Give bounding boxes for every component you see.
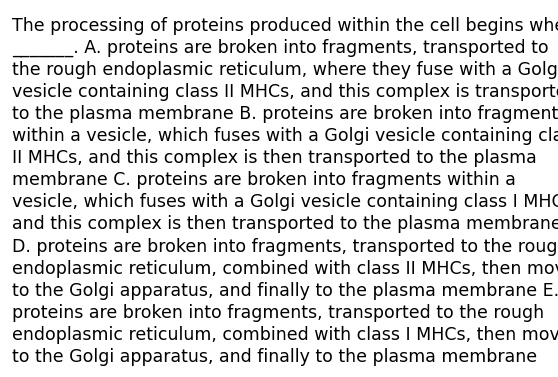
- Text: proteins are broken into fragments, transported to the rough: proteins are broken into fragments, tran…: [12, 304, 545, 322]
- Text: and this complex is then transported to the plasma membrane: and this complex is then transported to …: [12, 216, 558, 233]
- Text: vesicle, which fuses with a Golgi vesicle containing class I MHCs,: vesicle, which fuses with a Golgi vesicl…: [12, 193, 558, 211]
- Text: II MHCs, and this complex is then transported to the plasma: II MHCs, and this complex is then transp…: [12, 149, 537, 167]
- Text: to the Golgi apparatus, and finally to the plasma membrane: to the Golgi apparatus, and finally to t…: [12, 348, 537, 366]
- Text: _______. A. proteins are broken into fragments, transported to: _______. A. proteins are broken into fra…: [12, 39, 549, 57]
- Text: the rough endoplasmic reticulum, where they fuse with a Golgi: the rough endoplasmic reticulum, where t…: [12, 61, 558, 79]
- Text: within a vesicle, which fuses with a Golgi vesicle containing class: within a vesicle, which fuses with a Gol…: [12, 127, 558, 145]
- Text: to the plasma membrane B. proteins are broken into fragments: to the plasma membrane B. proteins are b…: [12, 105, 558, 123]
- Text: to the Golgi apparatus, and finally to the plasma membrane E.: to the Golgi apparatus, and finally to t…: [12, 282, 558, 300]
- Text: The processing of proteins produced within the cell begins when: The processing of proteins produced with…: [12, 17, 558, 35]
- Text: D. proteins are broken into fragments, transported to the rough: D. proteins are broken into fragments, t…: [12, 238, 558, 256]
- Text: endoplasmic reticulum, combined with class I MHCs, then move: endoplasmic reticulum, combined with cla…: [12, 326, 558, 344]
- Text: vesicle containing class II MHCs, and this complex is transported: vesicle containing class II MHCs, and th…: [12, 83, 558, 101]
- Text: membrane C. proteins are broken into fragments within a: membrane C. proteins are broken into fra…: [12, 172, 516, 189]
- Text: endoplasmic reticulum, combined with class II MHCs, then move: endoplasmic reticulum, combined with cla…: [12, 260, 558, 277]
